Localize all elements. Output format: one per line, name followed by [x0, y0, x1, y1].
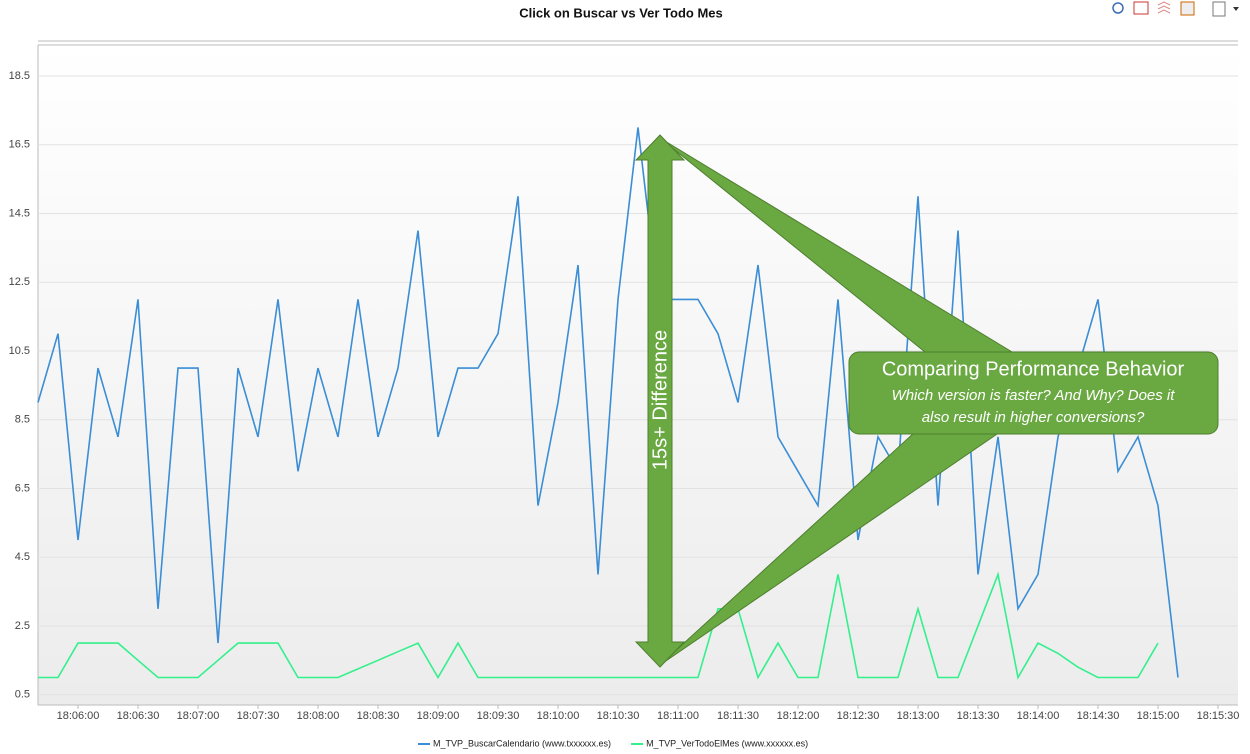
- x-tick-label: 18:12:30: [837, 710, 880, 722]
- y-tick-label: 16.5: [9, 139, 30, 151]
- x-tick-label: 18:14:30: [1077, 710, 1120, 722]
- x-tick-label: 18:08:30: [357, 710, 400, 722]
- double-arrow: [634, 134, 686, 668]
- x-tick-label: 18:06:30: [117, 710, 160, 722]
- x-tick-label: 18:11:00: [657, 710, 699, 722]
- y-tick-label: 14.5: [9, 207, 30, 219]
- y-tick-label: 12.5: [9, 276, 30, 288]
- toolbar-icon[interactable]: [1233, 7, 1239, 11]
- x-tick-label: 18:15:00: [1137, 710, 1180, 722]
- legend-item: M_TVP_VerTodoElMes (www.xxxxxx.es): [631, 738, 808, 748]
- y-tick-label: 6.5: [15, 482, 30, 494]
- toolbar-icon[interactable]: [1180, 1, 1195, 16]
- y-tick-label: 0.5: [15, 689, 30, 701]
- y-tick-label: 18.5: [9, 70, 30, 82]
- toolbar-icon[interactable]: [1133, 1, 1149, 15]
- x-tick-label: 18:06:00: [57, 710, 100, 722]
- callout-text: Which version is faster? And Why? Does i…: [892, 387, 1176, 404]
- legend-label: M_TVP_VerTodoElMes (www.xxxxxx.es): [646, 738, 808, 748]
- y-tick-label: 10.5: [9, 345, 30, 357]
- y-tick-label: 8.5: [15, 414, 30, 426]
- toolbar-icon[interactable]: [1157, 1, 1171, 14]
- callout-text: also result in higher conversions?: [922, 409, 1145, 426]
- x-tick-label: 18:11:30: [717, 710, 759, 722]
- legend-label: M_TVP_BuscarCalendario (www.txxxxxx.es): [433, 738, 611, 748]
- x-tick-label: 18:10:00: [537, 710, 580, 722]
- chart-title: Click on Buscar vs Ver Todo Mes: [519, 5, 723, 20]
- toolbar-icon[interactable]: [1212, 1, 1226, 17]
- toolbar-icon[interactable]: [1112, 2, 1124, 14]
- arrow-label: 15s+ Difference: [649, 330, 671, 470]
- y-tick-label: 4.5: [15, 551, 30, 563]
- x-tick-label: 18:13:30: [957, 710, 1000, 722]
- x-tick-label: 18:12:00: [777, 710, 820, 722]
- callout-box: [848, 351, 1219, 435]
- legend-item: M_TVP_BuscarCalendario (www.txxxxxx.es): [418, 738, 611, 748]
- x-tick-label: 18:14:00: [1017, 710, 1060, 722]
- series-line: [38, 571, 1159, 680]
- series-line: [37, 127, 1179, 678]
- x-tick-label: 18:09:00: [417, 710, 460, 722]
- x-tick-label: 18:10:30: [597, 710, 640, 722]
- x-tick-label: 18:07:30: [237, 710, 280, 722]
- callout-title: Comparing Performance Behavior: [882, 358, 1185, 380]
- x-tick-label: 18:15:30: [1197, 710, 1240, 722]
- x-tick-label: 18:13:00: [897, 710, 940, 722]
- x-tick-label: 18:07:00: [177, 710, 220, 722]
- toolbar: [1112, 1, 1239, 17]
- x-tick-label: 18:09:30: [477, 710, 520, 722]
- y-tick-label: 2.5: [15, 620, 30, 632]
- annotation: 15s+ Difference Comparing Performance Be…: [634, 134, 1219, 668]
- x-tick-label: 18:08:00: [297, 710, 340, 722]
